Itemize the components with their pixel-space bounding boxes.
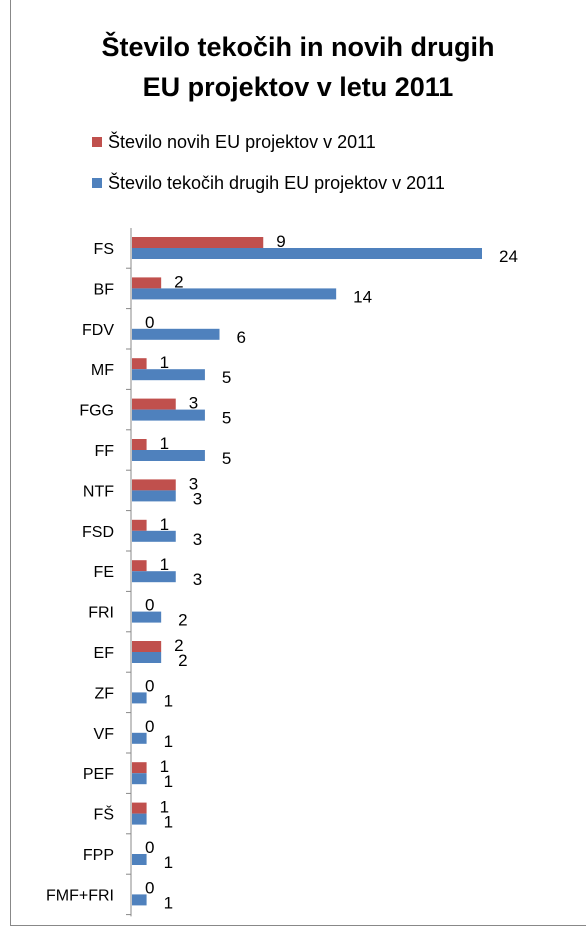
data-label-new: 0 [145, 717, 154, 736]
data-label-ongoing: 5 [222, 409, 231, 428]
legend-swatch-ongoing [92, 178, 102, 188]
legend-swatch-new [92, 137, 102, 147]
data-label-new: 1 [160, 555, 169, 574]
bar-new-projects [132, 398, 176, 410]
bar-ongoing-projects [132, 450, 205, 461]
data-label-ongoing: 1 [164, 893, 173, 912]
data-label-ongoing: 1 [164, 813, 173, 832]
bar-new-projects [132, 762, 147, 774]
bar-ongoing-projects [132, 611, 162, 623]
category-label: FDV [82, 322, 114, 339]
chart-title-line-2: EU projektov v letu 2011 [142, 72, 454, 102]
bar-new-projects [132, 519, 147, 531]
data-label-ongoing: 5 [222, 449, 231, 468]
data-label-ongoing: 2 [178, 611, 187, 630]
chart-frame [10, 0, 586, 926]
data-label-ongoing: 1 [164, 772, 173, 791]
bar-ongoing-projects [132, 692, 147, 704]
legend-label-ongoing: Število tekočih drugih EU projektov v 20… [108, 172, 445, 193]
data-label-new: 1 [160, 515, 169, 534]
data-label-ongoing: 14 [353, 287, 372, 306]
data-label-new: 3 [189, 394, 198, 413]
bar-ongoing-projects [132, 369, 205, 381]
data-label-new: 0 [145, 313, 154, 332]
category-label: FŠ [94, 805, 114, 824]
data-label-ongoing: 24 [499, 247, 518, 266]
data-label-new: 0 [145, 878, 154, 897]
category-label: EF [94, 645, 115, 662]
category-label: PEF [83, 766, 114, 783]
category-label: FGG [79, 403, 114, 420]
legend-item-new: Število novih EU projektov v 2011 [92, 131, 376, 153]
data-label-ongoing: 6 [237, 328, 246, 347]
bar-ongoing-projects [132, 854, 147, 865]
legend-item-ongoing: Število tekočih drugih EU projektov v 20… [92, 172, 445, 194]
bar-ongoing-projects [132, 652, 162, 663]
category-label: FE [94, 564, 114, 581]
data-label-ongoing: 3 [193, 570, 202, 589]
data-label-new: 1 [160, 353, 169, 372]
category-label: FS [94, 241, 114, 258]
bar-ongoing-projects [132, 328, 220, 340]
bar-ongoing-projects [132, 530, 176, 542]
category-label: ZF [94, 685, 114, 702]
bar-ongoing-projects [132, 773, 147, 785]
chart-title-line-1: Število tekočih in novih drugih [101, 32, 495, 62]
data-label-new: 0 [145, 838, 154, 857]
data-label-new: 1 [160, 757, 169, 776]
data-label-ongoing: 1 [164, 691, 173, 710]
bar-ongoing-projects [132, 490, 176, 502]
bar-new-projects [132, 439, 147, 450]
category-label: FPP [83, 847, 114, 864]
legend-label-new: Število novih EU projektov v 2011 [108, 131, 376, 152]
bar-new-projects [132, 641, 162, 652]
category-label: FRI [88, 605, 114, 622]
data-label-ongoing: 3 [193, 530, 202, 549]
bar-new-projects [132, 237, 264, 248]
data-label-new: 9 [276, 232, 285, 251]
bar-new-projects [132, 277, 162, 289]
data-label-ongoing: 3 [193, 489, 202, 508]
bar-ongoing-projects [132, 813, 147, 825]
data-label-new: 3 [189, 474, 198, 493]
category-label: MF [91, 362, 114, 379]
category-label: NTF [83, 483, 114, 500]
data-label-new: 2 [174, 272, 183, 291]
data-label-new: 2 [174, 636, 183, 655]
data-label-new: 1 [160, 434, 169, 453]
category-label: VF [94, 726, 115, 743]
bar-new-projects [132, 479, 176, 491]
bar-ongoing-projects [132, 571, 176, 583]
bar-ongoing-projects [132, 409, 205, 421]
category-label: BF [94, 281, 115, 298]
category-label: FF [94, 443, 114, 460]
data-label-new: 0 [145, 676, 154, 695]
bar-ongoing-projects [132, 894, 147, 906]
data-label-new: 1 [160, 798, 169, 817]
bar-new-projects [132, 358, 147, 370]
data-label-ongoing: 5 [222, 368, 231, 387]
data-label-new: 0 [145, 596, 154, 615]
bar-ongoing-projects [132, 288, 337, 300]
bar-ongoing-projects [132, 732, 147, 744]
bar-ongoing-projects [132, 248, 482, 259]
data-label-ongoing: 1 [164, 732, 173, 751]
data-label-ongoing: 2 [178, 651, 187, 670]
bar-new-projects [132, 802, 147, 814]
bar-new-projects [132, 560, 147, 572]
data-label-ongoing: 1 [164, 853, 173, 872]
category-label: FSD [82, 524, 114, 541]
category-label: FMF+FRI [46, 887, 114, 904]
